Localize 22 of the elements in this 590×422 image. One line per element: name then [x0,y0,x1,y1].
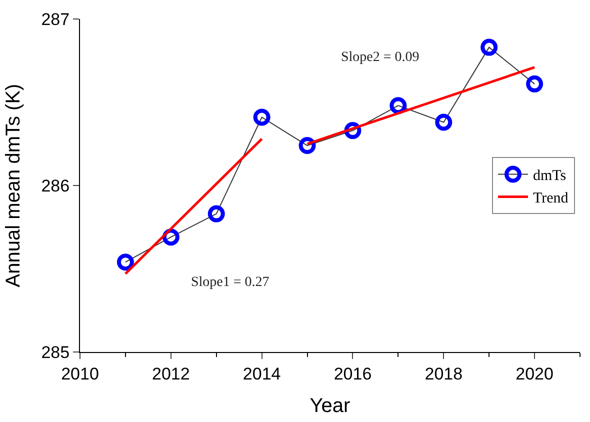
point [298,137,316,154]
x-tick-label: 2018 [424,364,463,384]
y-axis-title: Annual mean dmTs (K) [2,84,25,288]
x-tick-label: 2014 [242,364,281,384]
legend-label: Trend [533,190,569,207]
point [435,114,452,131]
x-tick-label: 2010 [61,364,99,384]
legend-label: dmTs [533,168,566,184]
y-tick-label: 285 [41,342,70,362]
annotation: Slope1 = 0.27 [191,275,270,290]
y-tick-label: 287 [41,10,70,29]
point [526,75,544,92]
annotation: Slope2 = 0.09 [341,50,420,65]
point [253,108,270,126]
x-axis-title: Year [310,394,351,417]
x-tick-label: 2012 [152,364,190,384]
x-tick-label: 2016 [334,364,372,384]
point [480,38,498,56]
point [208,205,225,222]
y-tick-label: 286 [41,176,70,196]
x-tick-label: 2020 [516,364,554,384]
point [116,254,134,271]
